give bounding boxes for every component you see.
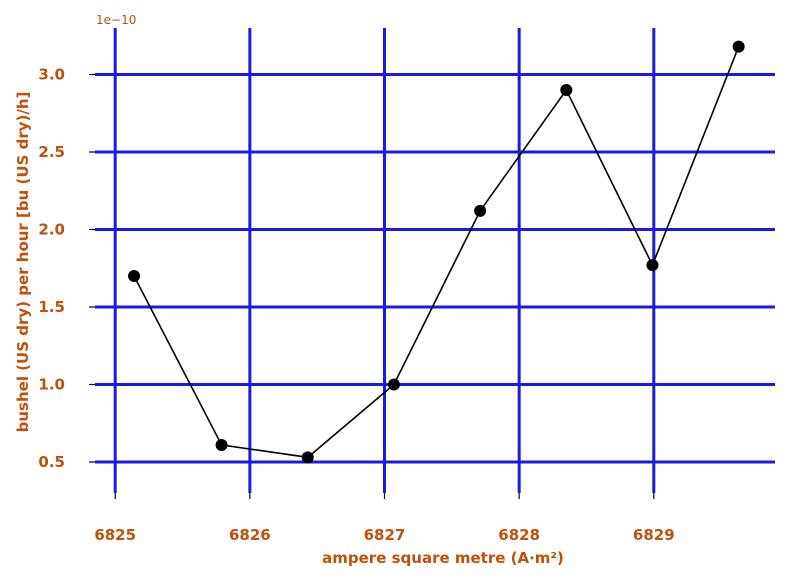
y-tick-label: 1.0 bbox=[38, 376, 65, 394]
y-tick-label: 2.0 bbox=[38, 221, 65, 239]
data-point bbox=[732, 40, 745, 53]
series-line bbox=[133, 46, 740, 459]
x-tick-label: 6828 bbox=[498, 526, 540, 544]
data-point bbox=[474, 204, 487, 217]
y-offset-label: 1e−10 bbox=[96, 13, 136, 27]
y-axis-label: bushel (US dry) per hour [bu (US dry)/h] bbox=[14, 92, 32, 433]
x-axis-label: ampere square metre (A∙m²) bbox=[322, 549, 564, 567]
data-point bbox=[387, 378, 400, 391]
y-tick-label: 3.0 bbox=[38, 66, 65, 84]
data-point bbox=[128, 270, 141, 282]
y-tick-label: 1.5 bbox=[38, 298, 65, 316]
data-series bbox=[128, 40, 745, 464]
grid-lines bbox=[95, 28, 775, 493]
x-tick-label: 6829 bbox=[633, 526, 675, 544]
y-tick-label: 2.5 bbox=[38, 143, 65, 161]
data-point bbox=[301, 451, 314, 464]
data-point bbox=[560, 84, 573, 96]
data-point bbox=[215, 438, 228, 451]
axis-ticks: 6825 6826 6827 6828 6829 0.5 1.0 1.5 2.0 2.5 3.0 bbox=[38, 66, 674, 545]
x-tick-label: 6826 bbox=[229, 526, 271, 544]
y-tick-label: 0.5 bbox=[38, 453, 65, 471]
data-point bbox=[646, 259, 659, 272]
x-tick-label: 6827 bbox=[364, 526, 406, 544]
x-tick-label: 6825 bbox=[94, 526, 136, 544]
